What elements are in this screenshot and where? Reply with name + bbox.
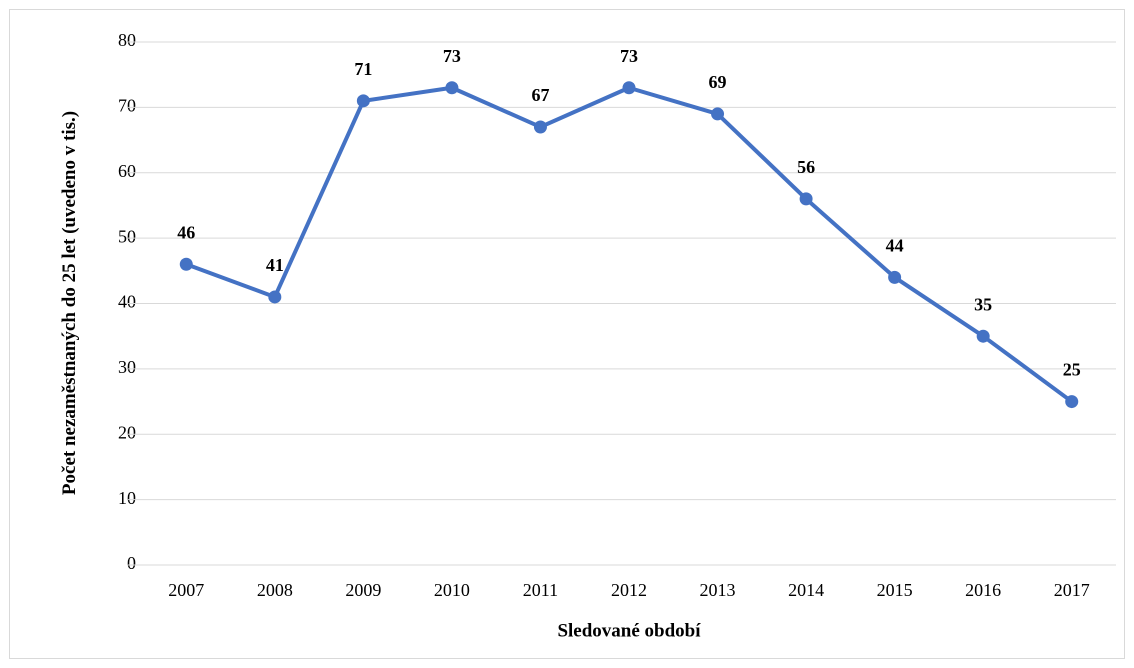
data-point [622, 81, 636, 95]
y-axis-label: Počet nezaměstnaných do 25 let (uvedeno … [59, 110, 80, 496]
x-tick-label: 2016 [965, 580, 1001, 600]
x-tick-label: 2017 [1054, 580, 1090, 600]
data-label: 25 [1063, 360, 1081, 380]
x-tick-label: 2007 [168, 580, 204, 600]
data-point [533, 120, 547, 134]
y-tick-label: 10 [118, 488, 136, 508]
data-label: 73 [620, 46, 638, 66]
y-tick-label: 20 [118, 422, 136, 442]
data-label: 35 [974, 294, 992, 314]
data-label: 44 [886, 235, 904, 255]
data-label: 71 [354, 59, 372, 79]
y-tick-label: 0 [127, 553, 136, 573]
y-tick-label: 50 [118, 226, 136, 246]
data-label: 67 [531, 85, 549, 105]
y-tick-label: 80 [118, 30, 136, 50]
data-label: 46 [177, 222, 195, 242]
data-point [799, 192, 813, 206]
y-tick-label: 40 [118, 292, 136, 312]
x-tick-label: 2014 [788, 580, 824, 600]
data-point [445, 81, 459, 95]
x-tick-label: 2012 [611, 580, 647, 600]
data-label: 56 [797, 157, 815, 177]
x-tick-label: 2008 [257, 580, 293, 600]
data-point [711, 107, 725, 121]
data-point [888, 270, 902, 284]
x-axis-label: Sledované období [557, 620, 701, 641]
data-point [1065, 395, 1079, 409]
data-point [356, 94, 370, 108]
y-tick-label: 30 [118, 357, 136, 377]
chart-border [9, 9, 1125, 659]
data-point [179, 257, 193, 271]
x-tick-label: 2011 [523, 580, 558, 600]
data-label: 69 [709, 72, 727, 92]
x-tick-label: 2013 [700, 580, 736, 600]
data-point [268, 290, 282, 304]
x-tick-label: 2009 [345, 580, 381, 600]
data-label: 41 [266, 255, 284, 275]
data-point [976, 329, 990, 343]
y-tick-label: 60 [118, 161, 136, 181]
data-label: 73 [443, 46, 461, 66]
x-tick-label: 2015 [877, 580, 913, 600]
y-tick-label: 70 [118, 96, 136, 116]
x-tick-label: 2010 [434, 580, 470, 600]
